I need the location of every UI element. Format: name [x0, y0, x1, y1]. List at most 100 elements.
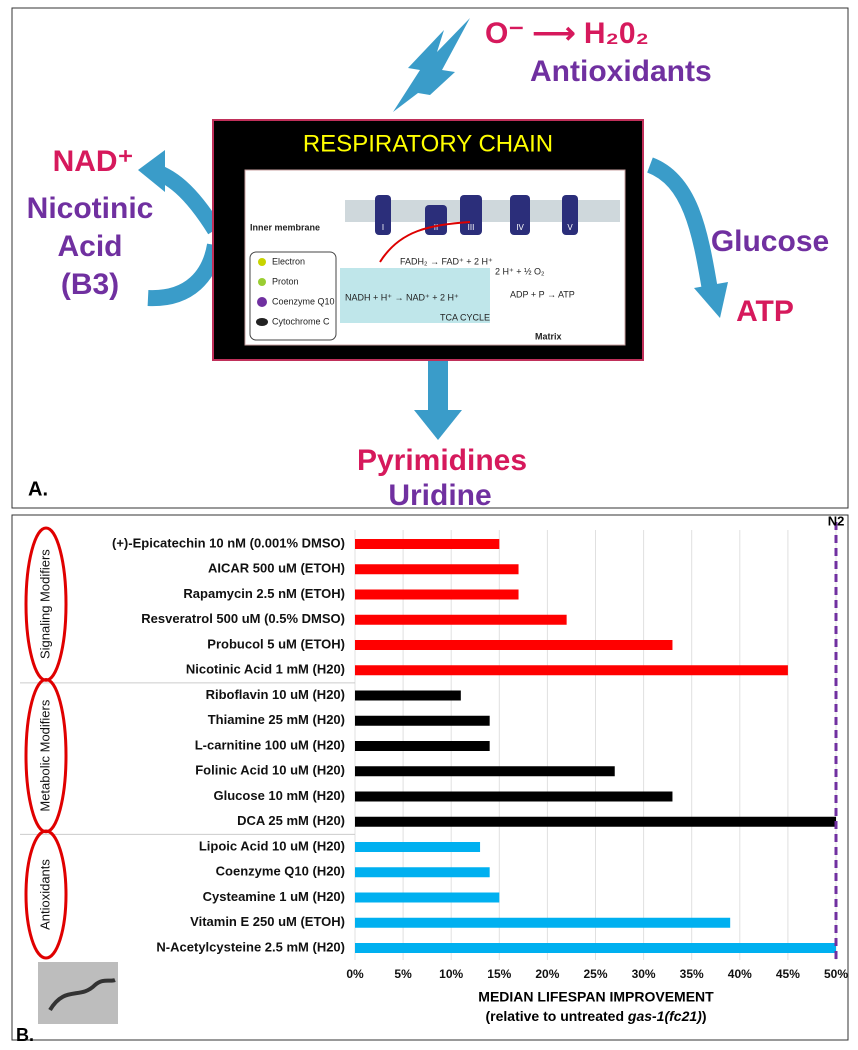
curved-arrow	[147, 243, 223, 307]
ros-label: O⁻ ⟶ H₂0₂	[485, 17, 649, 50]
inset-text: Electron	[272, 256, 305, 266]
complex	[562, 195, 578, 235]
tca-area	[340, 268, 490, 323]
inset-text: NADH + H⁺ → NAD⁺ + 2 H⁺	[345, 292, 459, 302]
legend-label: Signaling Modifiers	[37, 549, 52, 659]
y-tick-label: Riboflavin 10 uM (H20)	[206, 687, 345, 702]
panel-a-border	[11, 7, 849, 509]
bar	[355, 892, 500, 903]
panel-label: A.	[28, 478, 48, 500]
bar	[355, 917, 731, 928]
bar	[355, 741, 490, 751]
membrane	[345, 200, 620, 222]
inset-text: TCA CYCLE	[440, 312, 490, 322]
y-tick-label: L-carnitine 100 uM (H20)	[195, 737, 345, 752]
x-tick-label: 35%	[680, 967, 704, 981]
lightning-arrow	[393, 18, 470, 112]
y-tick-label: Rapamycin 2.5 nM (ETOH)	[183, 586, 345, 601]
legend-icon	[258, 278, 266, 286]
x-tick-label: 5%	[394, 967, 412, 981]
inset-legend-box	[249, 251, 337, 341]
x-axis-label: (relative to untreated gas-1(fc21))	[486, 1008, 707, 1024]
y-tick-label: Thiamine 25 mM (H20)	[208, 712, 345, 727]
arrow-head	[694, 282, 728, 318]
y-tick-label: AICAR 500 uM (ETOH)	[208, 561, 345, 576]
x-axis-label: MEDIAN LIFESPAN IMPROVEMENT	[478, 989, 714, 1005]
y-tick-label: Probucol 5 uM (ETOH)	[207, 636, 345, 651]
arrow-head	[138, 150, 165, 192]
bar	[355, 715, 490, 726]
complex	[460, 195, 482, 235]
complex	[375, 195, 391, 235]
nicotinic-label: Acid	[57, 230, 122, 263]
legend-icon	[258, 258, 266, 266]
bar	[355, 867, 490, 878]
inset-text: Proton	[272, 276, 299, 286]
bar	[355, 640, 673, 650]
complex-label: V	[567, 223, 573, 232]
panel-label: B.	[16, 1025, 34, 1045]
complex-label: III	[468, 223, 475, 232]
bar	[355, 539, 500, 549]
nicotinic-label: Nicotinic	[27, 192, 154, 225]
bar	[355, 564, 519, 575]
legend-icon	[257, 297, 267, 307]
complex-label: I	[382, 223, 384, 232]
atp-label: ATP	[736, 295, 794, 328]
complex-label: II	[434, 223, 438, 232]
reference-label: N2	[828, 513, 845, 528]
legend-label: Metabolic Modifiers	[37, 699, 52, 811]
complex	[510, 195, 530, 235]
bar	[355, 665, 788, 676]
inset-text: Inner membrane	[250, 222, 320, 232]
y-tick-label: Nicotinic Acid 1 mM (H20)	[186, 662, 345, 677]
antioxidants-label: Antioxidants	[530, 55, 712, 88]
x-tick-label: 45%	[776, 967, 800, 981]
x-axis-label-part: gas-1(fc21)	[627, 1008, 702, 1024]
y-tick-label: Cysteamine 1 uM (H20)	[203, 889, 345, 904]
y-tick-label: Vitamin E 250 uM (ETOH)	[190, 914, 345, 929]
inset-text: 2 H⁺ + ½ O₂	[495, 266, 545, 276]
legend-icon	[256, 318, 268, 326]
bar	[355, 589, 519, 600]
x-axis-label-part: )	[702, 1008, 707, 1024]
inset-text: Cytochrome C	[272, 316, 330, 326]
panel-b-border	[11, 514, 849, 1041]
bar	[355, 816, 836, 827]
bar	[355, 791, 673, 802]
bar	[355, 690, 461, 701]
x-axis-label-part: (relative to untreated	[486, 1008, 628, 1024]
complex-label: IV	[516, 223, 524, 232]
worm	[48, 978, 116, 1012]
bar	[355, 943, 836, 953]
pyrimidines-label: Pyrimidines	[357, 444, 527, 477]
down-arrow	[428, 360, 448, 412]
x-tick-label: 25%	[583, 967, 607, 981]
inset-text: ADP + P → ATP	[510, 289, 575, 299]
y-tick-label: Resveratrol 500 uM (0.5% DMSO)	[141, 611, 345, 626]
curved-arrow	[646, 157, 718, 292]
y-tick-label: Coenzyme Q10 (H20)	[216, 864, 345, 879]
x-tick-label: 50%	[824, 967, 848, 981]
arrow-head	[414, 410, 462, 440]
bar	[355, 842, 481, 852]
x-tick-label: 10%	[439, 967, 463, 981]
nad-label: NAD⁺	[53, 145, 134, 178]
y-tick-label: Lipoic Acid 10 uM (H20)	[199, 838, 345, 853]
y-tick-label: DCA 25 mM (H20)	[237, 813, 345, 828]
box-title: RESPIRATORY CHAIN	[303, 130, 553, 157]
legend-label: Antioxidants	[37, 859, 52, 930]
group-ellipse	[24, 829, 68, 960]
bar	[355, 766, 615, 777]
uridine-label: Uridine	[388, 479, 491, 512]
y-tick-label: Glucose 10 mM (H20)	[214, 788, 346, 803]
x-tick-label: 0%	[346, 967, 364, 981]
x-tick-label: 20%	[535, 967, 559, 981]
y-tick-label: (+)-Epicatechin 10 nM (0.001% DMSO)	[112, 535, 345, 550]
x-tick-label: 40%	[728, 967, 752, 981]
glucose-label: Glucose	[711, 225, 829, 258]
y-tick-label: Folinic Acid 10 uM (H20)	[195, 763, 345, 778]
inset-text: FADH₂ → FAD⁺ + 2 H⁺	[400, 256, 493, 266]
